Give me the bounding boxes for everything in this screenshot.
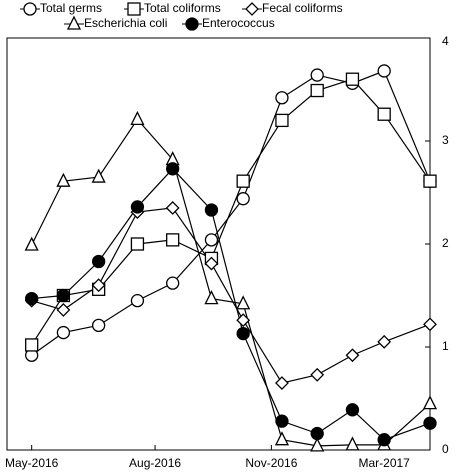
legend-marker — [245, 2, 259, 16]
legend-label: Escherichia coli — [84, 16, 167, 30]
marker — [204, 233, 219, 247]
x-tick-label: Mar-2017 — [358, 456, 410, 470]
legend-marker — [66, 15, 82, 30]
marker — [56, 288, 71, 303]
legend-label: Fecal coliforms — [262, 1, 343, 15]
legend-marker — [185, 17, 199, 31]
marker — [204, 256, 219, 271]
marker — [423, 416, 437, 430]
marker — [377, 334, 392, 349]
marker — [236, 313, 251, 328]
plot-frame — [6, 37, 431, 451]
marker — [310, 83, 324, 98]
marker — [377, 64, 391, 78]
series-line — [31, 78, 431, 346]
marker — [92, 318, 106, 333]
marker — [423, 174, 437, 188]
marker — [310, 68, 324, 82]
marker — [204, 290, 219, 305]
marker — [92, 254, 106, 269]
marker — [345, 436, 360, 451]
marker — [423, 317, 437, 332]
marker — [56, 303, 71, 317]
marker — [130, 200, 145, 214]
x-tick-label: Nov-2016 — [245, 456, 297, 470]
marker — [310, 437, 325, 452]
marker — [236, 174, 250, 188]
marker — [91, 278, 106, 293]
series-line — [31, 118, 431, 447]
marker — [274, 431, 290, 446]
series-line — [31, 207, 431, 384]
marker — [377, 433, 391, 447]
y-tick-label: 3 — [442, 133, 449, 147]
marker — [130, 110, 145, 126]
legend-marker — [23, 2, 37, 16]
marker — [24, 236, 39, 251]
y-tick-label: 4 — [442, 34, 449, 48]
legend-marker — [127, 2, 141, 16]
series-line — [31, 167, 431, 441]
marker — [345, 348, 360, 363]
marker — [236, 192, 250, 206]
marker — [130, 293, 145, 308]
marker — [345, 72, 360, 86]
x-tick-label: Aug-2016 — [129, 456, 181, 470]
marker — [377, 107, 391, 121]
marker — [310, 367, 325, 382]
marker — [166, 276, 180, 290]
marker — [56, 325, 71, 340]
marker — [165, 201, 180, 215]
marker — [166, 233, 180, 247]
marker — [236, 295, 251, 310]
legend-label: Enterococcus — [202, 16, 275, 30]
marker — [166, 162, 180, 176]
marker — [25, 338, 39, 352]
marker — [25, 291, 39, 306]
marker — [275, 376, 289, 390]
marker — [275, 414, 289, 428]
y-tick-label: 0 — [442, 442, 449, 456]
y-tick-label: 1 — [442, 339, 449, 353]
marker — [310, 426, 324, 441]
marker — [56, 172, 71, 187]
marker — [422, 395, 438, 410]
marker — [204, 203, 219, 217]
x-tick-label: May-2016 — [5, 456, 59, 470]
marker — [91, 168, 106, 183]
y-tick-label: 2 — [442, 236, 449, 250]
marker — [345, 403, 360, 417]
legend-label: Total germs — [40, 1, 102, 15]
marker — [275, 113, 289, 128]
marker — [275, 91, 289, 105]
marker — [236, 326, 250, 341]
marker — [130, 237, 145, 251]
series-line — [31, 70, 431, 356]
legend-label: Total coliforms — [144, 1, 221, 15]
